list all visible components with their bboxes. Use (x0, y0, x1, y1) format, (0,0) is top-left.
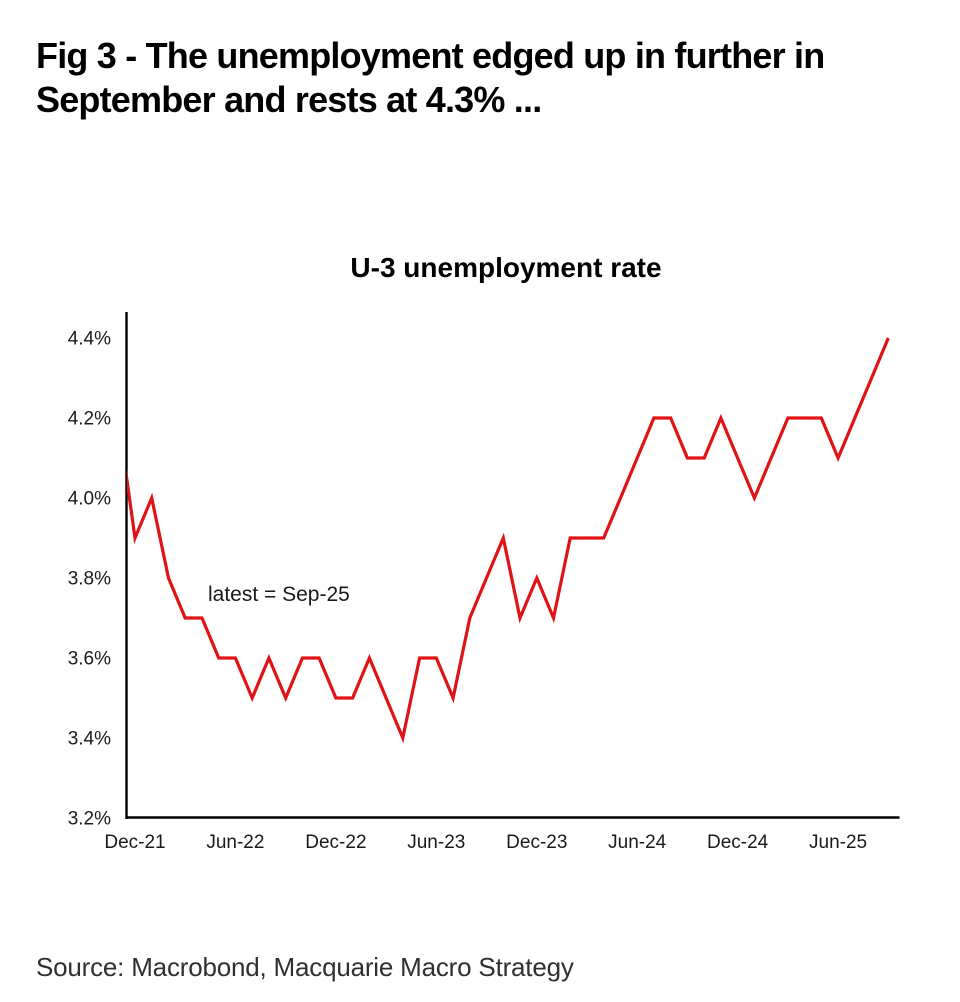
x-axis-labels: Dec-21 Jun-22 Dec-22 Jun-23 Dec-23 Jun-24 Dec-… (104, 832, 867, 853)
figure-title-line-1: Fig 3 - The unemployment edged up in fur… (36, 35, 825, 76)
source-note: Source: Macrobond, Macquarie Macro Strat… (36, 952, 574, 982)
x-tick-label: Dec-22 (305, 832, 366, 853)
y-tick-label: 4.2% (68, 409, 111, 430)
x-tick-label: Jun-25 (809, 832, 867, 853)
x-tick-label: Jun-24 (608, 832, 667, 853)
x-tick-label: Dec-24 (707, 832, 769, 853)
latest-annotation: latest = Sep-25 (208, 583, 350, 606)
x-tick-label: Dec-23 (506, 832, 567, 853)
unemployment-line (127, 337, 890, 744)
y-tick-label: 4.4% (68, 329, 111, 350)
y-tick-label: 3.8% (68, 569, 111, 590)
y-tick-label: 3.2% (68, 809, 111, 830)
x-tick-label: Jun-23 (407, 832, 465, 853)
chart-title: U-3 unemployment rate (350, 252, 661, 283)
x-tick-label: Dec-21 (104, 832, 165, 853)
y-axis-labels: 3.2% 3.4% 3.6% 3.8% 4.0% 4.2% 4.4% (68, 329, 111, 830)
y-tick-label: 3.4% (68, 729, 111, 750)
figure-heading: Fig 3 - The unemployment edged up in fur… (36, 34, 825, 122)
figure-title-line-2: September and rests at 4.3% ... (36, 79, 542, 120)
y-tick-label: 3.6% (68, 649, 111, 670)
y-tick-label: 4.0% (68, 489, 111, 510)
x-tick-label: Jun-22 (206, 832, 264, 853)
